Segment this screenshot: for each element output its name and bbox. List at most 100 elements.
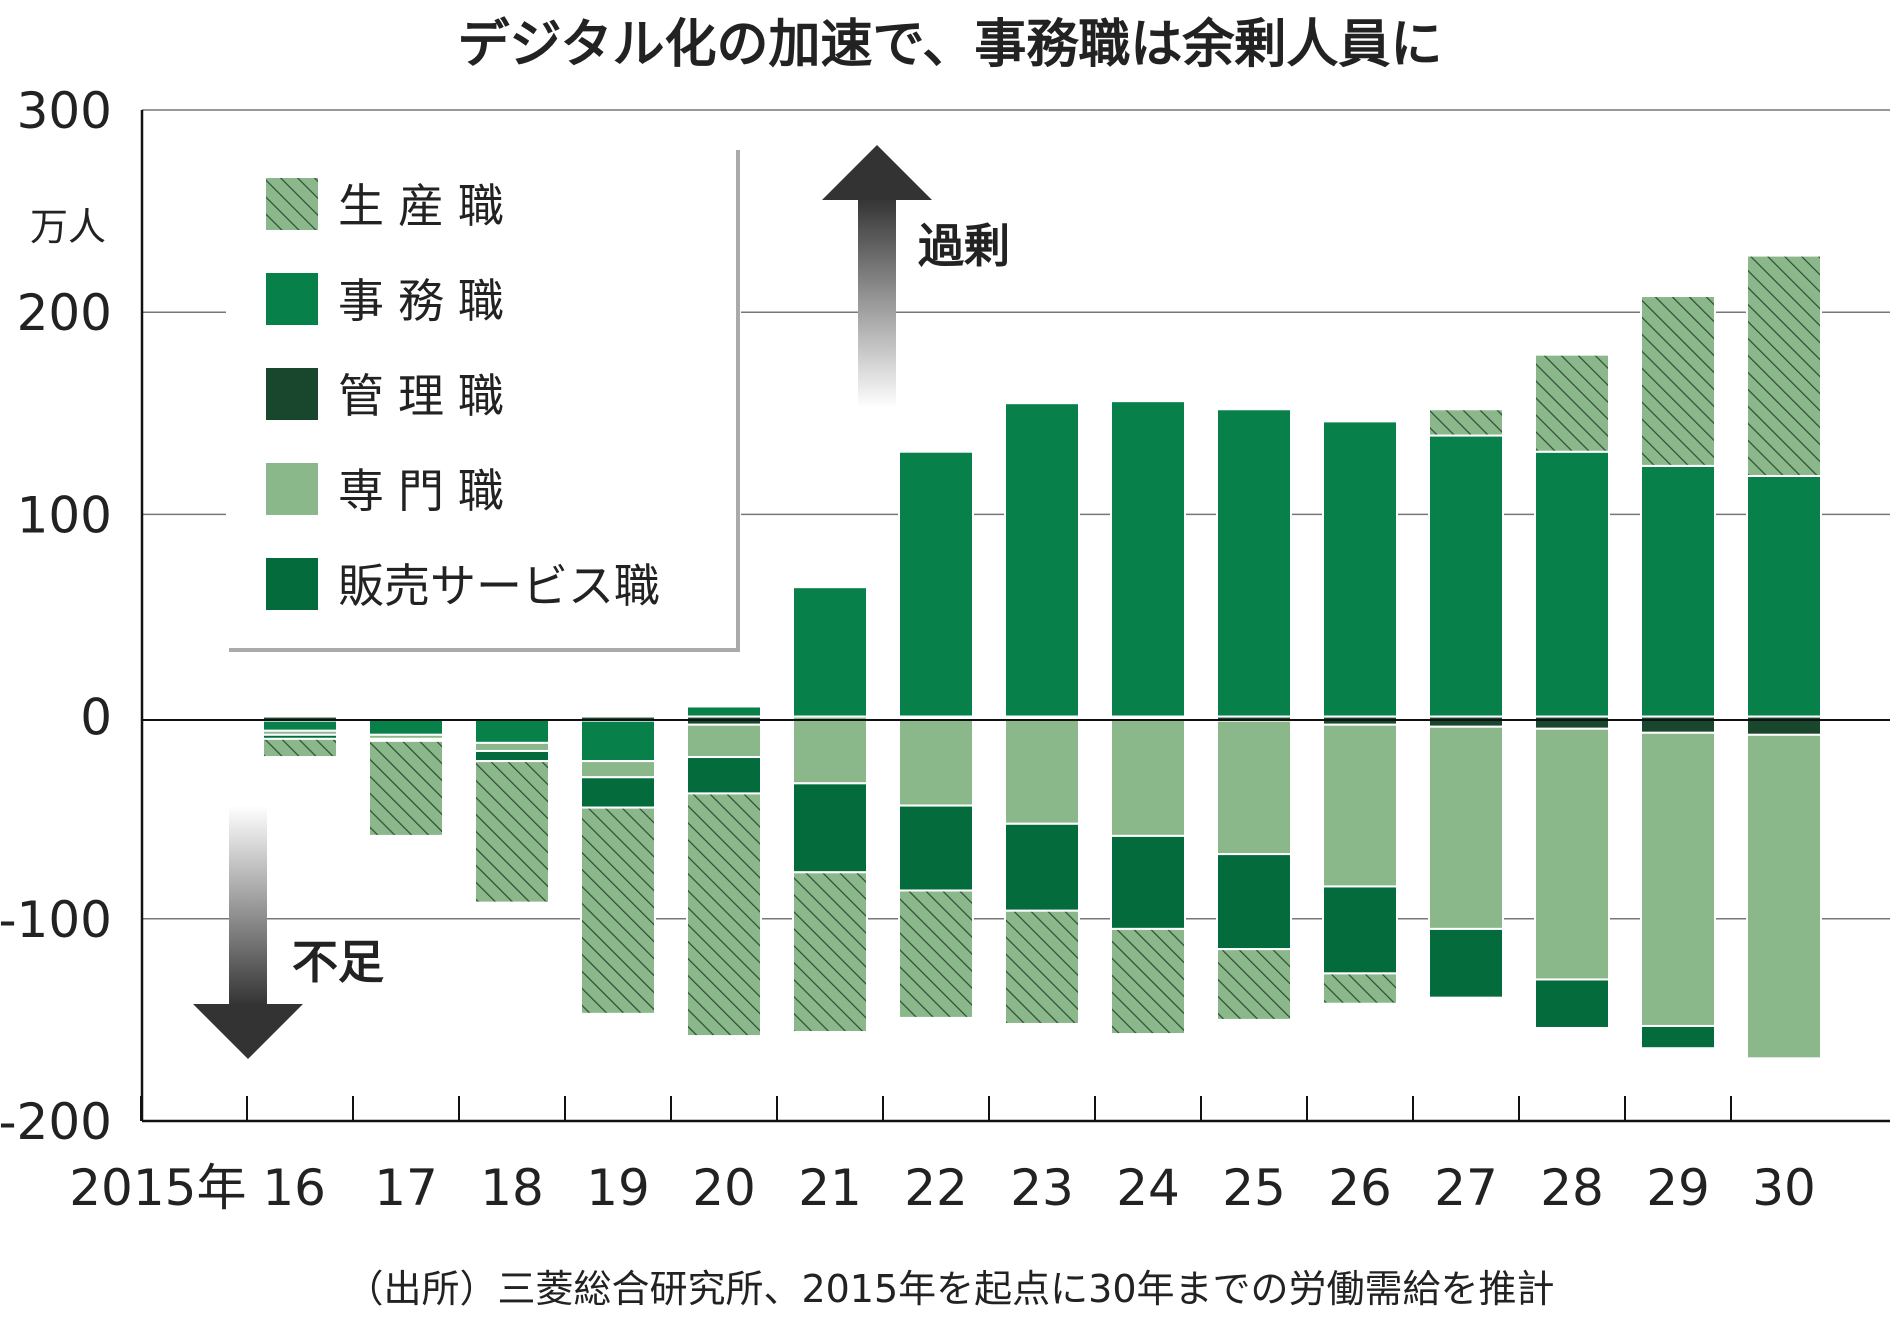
y-axis-tick-labels: 300 200 100 0 -100 -200 xyxy=(0,82,112,1151)
x-tick-label: 29 xyxy=(1646,1159,1710,1217)
bar-segment-production xyxy=(898,889,974,1019)
bar-segment-clerical xyxy=(1640,464,1716,718)
bar-segment-sales-service xyxy=(1216,853,1292,951)
bar-segment-sales-service xyxy=(580,776,656,809)
surplus-label: 過剰 xyxy=(918,219,1010,273)
legend-label: 販売サービス職 xyxy=(338,559,660,613)
x-tick-label: 30 xyxy=(1752,1159,1816,1217)
x-axis: 2015年 16 17 18 19 20 21 22 23 24 25 26 27 28 29 30 xyxy=(69,1096,1890,1217)
legend-label: 生産職 xyxy=(338,179,518,233)
bar-segment-sales-service xyxy=(1534,978,1610,1029)
bar-segment-professional xyxy=(686,723,762,759)
bar-series-group xyxy=(262,254,1822,1060)
bar-segment-management xyxy=(1428,715,1504,728)
x-tick-label: 22 xyxy=(904,1159,968,1217)
bar-segment-clerical xyxy=(1428,434,1504,718)
bar-segment-clerical xyxy=(580,719,656,763)
y-tick-label: -200 xyxy=(0,1093,112,1151)
shortage-arrowhead xyxy=(193,1004,303,1059)
legend-swatch xyxy=(266,178,318,230)
chart-title: デジタル化の加速で、事務職は余剰人員に xyxy=(458,15,1443,75)
surplus-arrow-shaft xyxy=(858,198,896,408)
bar-segment-sales-service xyxy=(1110,834,1186,930)
bar-segment-professional xyxy=(580,760,656,779)
x-tick-label: 28 xyxy=(1540,1159,1604,1217)
legend-label: 管理職 xyxy=(338,369,518,423)
legend-label: 事務職 xyxy=(338,274,518,328)
bar-segment-sales-service xyxy=(1428,927,1504,999)
bar-segment-professional xyxy=(1428,725,1504,930)
bar-segment-clerical xyxy=(898,450,974,718)
bar-segment-sales-service xyxy=(1322,885,1398,975)
bar-segment-clerical xyxy=(1322,420,1398,718)
bar-segment-sales-service xyxy=(1004,822,1080,912)
x-tick-label: 25 xyxy=(1222,1159,1286,1217)
bar-segment-professional xyxy=(792,715,868,785)
y-tick-label: 0 xyxy=(80,689,112,747)
bar-segment-professional xyxy=(1004,717,1080,825)
bar-segment-professional xyxy=(1322,723,1398,888)
x-tick-label: 24 xyxy=(1116,1159,1180,1217)
x-tick-label: 27 xyxy=(1434,1159,1498,1217)
x-tick-label: 18 xyxy=(480,1159,544,1217)
x-axis-ticks: 2015年 16 17 18 19 20 21 22 23 24 25 26 27 28 29 30 xyxy=(69,1096,1816,1217)
bar-segment-clerical xyxy=(686,705,762,718)
bar-segment-sales-service xyxy=(1640,1024,1716,1050)
bar-segment-sales-service xyxy=(898,804,974,892)
bar-segment-clerical xyxy=(474,717,550,744)
bar-segment-production xyxy=(1322,972,1398,1005)
bar-segment-professional xyxy=(1110,717,1186,837)
surplus-annotation: 過剰 xyxy=(822,145,1010,408)
bar-segment-clerical xyxy=(1216,408,1292,718)
bar-segment-professional xyxy=(1534,727,1610,981)
shortage-annotation: 不足 xyxy=(193,806,384,1059)
bar-segment-production xyxy=(580,806,656,1015)
legend-swatch xyxy=(266,368,318,420)
bar-segment-clerical xyxy=(792,586,868,718)
bar-segment-production xyxy=(474,760,550,904)
bar-segment-clerical xyxy=(1534,450,1610,718)
bar-segment-professional xyxy=(1216,719,1292,856)
x-tick-label: 17 xyxy=(374,1159,438,1217)
shortage-arrow-shaft xyxy=(229,806,267,1006)
bar-segment-clerical xyxy=(1746,474,1822,718)
legend-swatch xyxy=(266,273,318,325)
bar-segment-clerical xyxy=(368,717,444,736)
x-tick-label: 20 xyxy=(692,1159,756,1217)
bar-segment-production xyxy=(1640,295,1716,467)
bar-segment-sales-service xyxy=(792,782,868,874)
bar-segment-management xyxy=(1534,715,1610,730)
y-tick-label: 200 xyxy=(17,284,112,342)
bar-segment-production xyxy=(1004,909,1080,1025)
bar-segment-production xyxy=(686,792,762,1038)
legend-swatch xyxy=(266,463,318,515)
bar-segment-production xyxy=(368,739,444,837)
surplus-arrowhead xyxy=(822,145,932,200)
bar-segment-production xyxy=(1428,408,1504,437)
bar-segment-clerical xyxy=(1004,402,1080,718)
y-tick-label: 100 xyxy=(17,486,112,544)
shortage-label: 不足 xyxy=(292,935,384,989)
bar-segment-production xyxy=(1534,353,1610,453)
bar-segment-production xyxy=(262,737,338,759)
source-note: （出所）三菱総合研究所、2015年を起点に30年までの労働需給を推計 xyxy=(345,1267,1554,1311)
x-tick-label: 19 xyxy=(586,1159,650,1217)
bar-segment-sales-service xyxy=(686,756,762,795)
legend-label: 専門職 xyxy=(338,464,518,518)
x-tick-label: 26 xyxy=(1328,1159,1392,1217)
bar-segment-clerical xyxy=(1110,400,1186,718)
bar-segment-professional xyxy=(1746,733,1822,1060)
bar-segment-production xyxy=(1216,948,1292,1021)
bar-segment-sales-service xyxy=(474,749,550,763)
bar-segment-production xyxy=(1746,254,1822,477)
y-axis-unit-label: 万人 xyxy=(30,205,106,249)
legend-swatch xyxy=(266,558,318,610)
y-tick-label: -100 xyxy=(0,891,112,949)
bar-segment-production xyxy=(1110,927,1186,1036)
bar-segment-professional xyxy=(898,717,974,807)
x-tick-label: 23 xyxy=(1010,1159,1074,1217)
